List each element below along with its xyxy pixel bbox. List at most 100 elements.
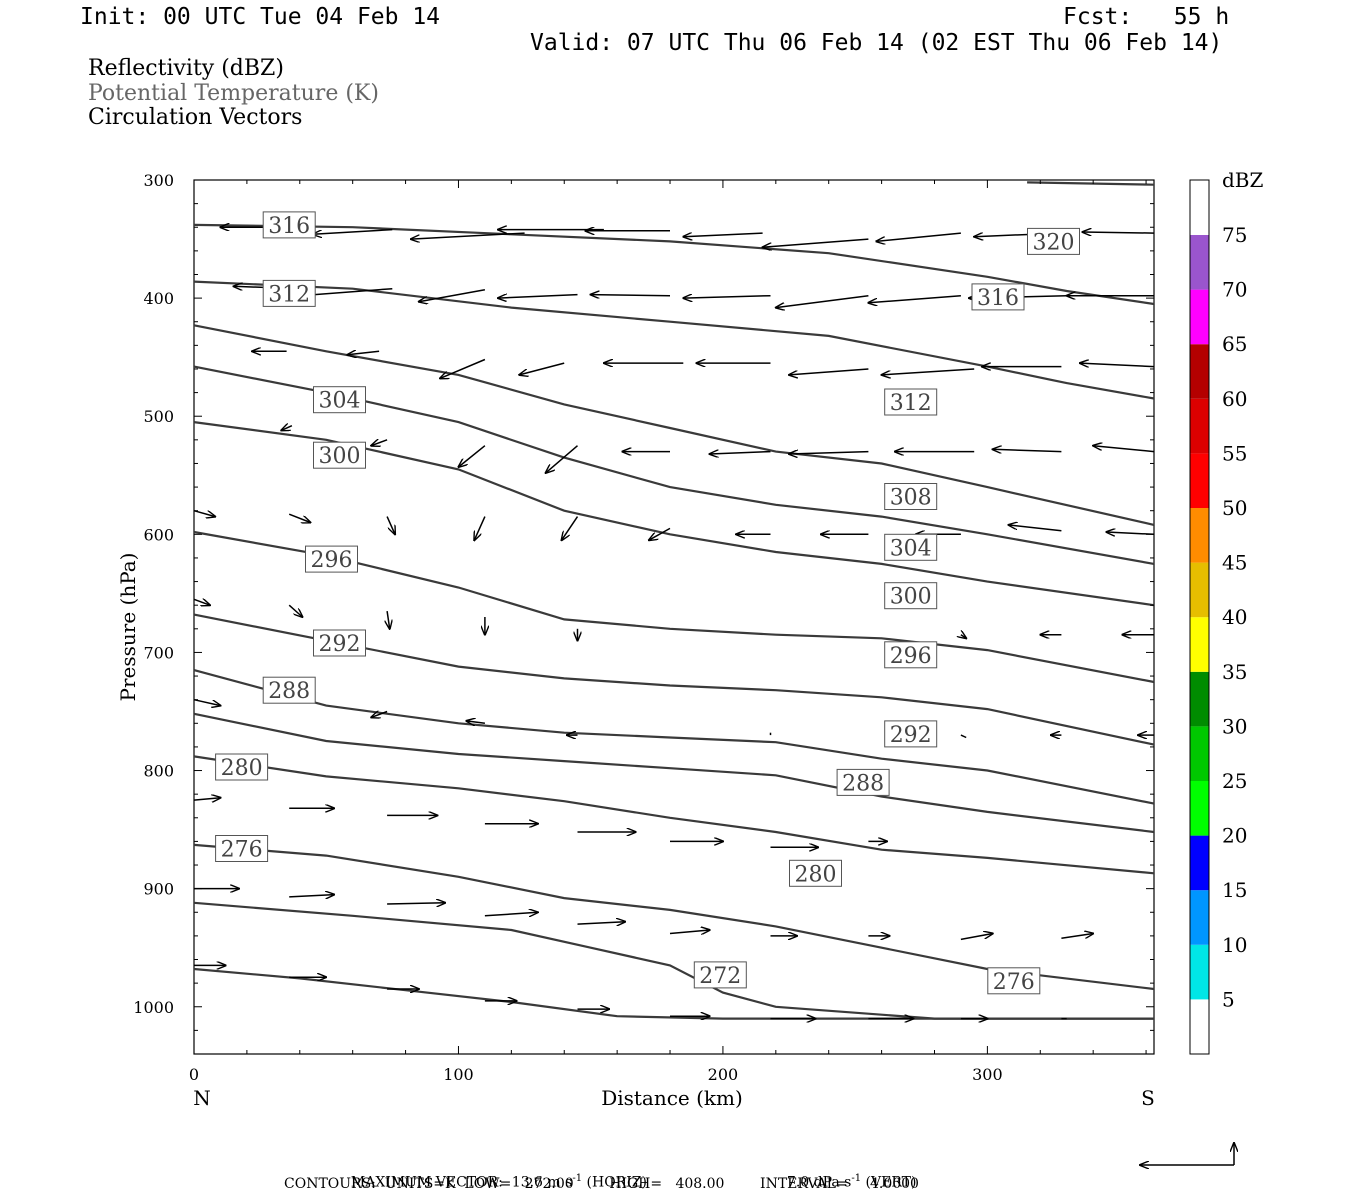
circulation-vector [763,238,869,247]
colorbar-segment [1190,453,1209,508]
circulation-vector [281,426,293,431]
max-vector-horiz: MAXIMUM VECTOR: 13.6 m s [350,1174,573,1191]
isentrope-288 [193,669,1155,805]
colorbar-level-label: 10 [1222,933,1247,957]
circulation-vector [386,516,395,535]
contour-label: 288 [268,679,310,704]
isentrope-312 [193,280,1155,400]
colorbar-segment [1190,890,1209,945]
colorbar-segment [1190,835,1209,891]
colorbar-level-label: 60 [1222,387,1247,411]
plot-frame [193,179,1155,1055]
max-vector-vert: 7.0 dPa s [786,1174,852,1191]
circulation-vector [789,368,869,375]
contour-label-box [262,676,316,704]
circulation-vector [960,734,967,739]
circulation-vector [993,449,1062,451]
contour-label-box [987,967,1041,995]
circulation-vector [288,513,310,522]
contour-label-box [215,753,269,781]
isentrope-280 [193,755,1155,875]
circulation-vector [776,294,869,308]
circulation-vector [313,228,393,235]
colorbar-segment [1190,289,1209,345]
circulation-vector [960,934,993,941]
x-tick-label: 200 [708,1065,739,1084]
colorbar-level-label: 40 [1222,605,1247,629]
contour-label: 280 [221,756,263,781]
isentrope-296 [193,530,1155,684]
circulation-vector [193,599,210,605]
circulation-vector [411,232,525,239]
circulation-vector [289,895,334,897]
circulation-vector [484,912,538,916]
circulation-vector [546,445,578,473]
x-axis-right-end-label: S [1141,1086,1155,1110]
max-vector-horiz-unit: (HORIZ) [582,1174,647,1191]
circulation-vector [577,922,626,924]
contour-label-box [313,441,366,469]
contour-label: 272 [699,964,741,989]
contour-label: 292 [319,632,361,657]
title-circulation-vectors: Circulation Vectors [88,105,303,130]
y-tick-label: 500 [143,407,174,426]
circulation-vector [371,712,388,718]
x-tick-label: 100 [443,1065,474,1084]
circulation-vector [519,362,565,375]
circulation-vector [288,604,302,617]
reference-vector [1140,1143,1234,1165]
circulation-vector [347,351,380,355]
contour-label-box [884,483,938,510]
circulation-vector [710,452,771,454]
y-tick-label: 600 [143,525,174,544]
contour-label: 304 [319,389,361,414]
colorbar-level-label: 25 [1222,769,1247,793]
colorbar-segment [1190,944,1209,1000]
colorbar-segment [1190,344,1209,399]
isentrope-272 [193,901,1154,1020]
contour-label-box [262,211,316,239]
circulation-vector [649,527,671,540]
contour-label: 308 [890,486,932,511]
colorbar-segment [1190,398,1209,454]
x-axis-label: Distance (km) [601,1086,743,1110]
y-tick-label: 1000 [133,998,174,1017]
colorbar-segment [1190,671,1209,727]
circulation-vector [961,635,966,639]
colorbar-segment [1190,508,1209,563]
contour-label-box [884,388,938,416]
contour-label: 288 [842,771,884,796]
contour-label-box [971,283,1025,311]
circulation-vector [876,232,961,241]
circulation-vector [1083,232,1155,233]
y-tick-label: 800 [143,762,174,781]
circulation-vector [419,289,486,302]
contour-label: 312 [890,391,932,416]
circulation-vector [669,930,710,934]
circulation-vector [562,516,579,541]
colorbar-level-label: 55 [1222,441,1247,465]
y-tick-label: 400 [143,289,174,308]
isentrope-316 [193,223,1155,306]
colorbar-segment [1190,781,1209,836]
circulation-vector [387,903,445,904]
colorbar-segment [1190,562,1209,618]
contour-label: 320 [1033,230,1075,255]
forecast-hour: Fcst: 55 h [1063,4,1230,30]
colorbar-frame [1189,179,1210,1055]
circulation-vector [193,509,215,517]
colorbar-level-label: 50 [1222,496,1247,520]
isentrope-292 [193,613,1155,746]
colorbar-segment [1190,617,1209,672]
contour-label: 292 [890,723,932,748]
x-tick-label: 300 [972,1065,1003,1084]
colorbar-level-label: 70 [1222,278,1247,302]
contour-label-box [884,582,938,610]
circulation-vector [459,445,486,467]
contour-label-box [789,859,842,887]
contour-label-box [313,629,366,657]
circulation-vector [498,295,578,299]
y-tick-label: 300 [143,171,174,190]
contour-label-box [1027,227,1080,255]
